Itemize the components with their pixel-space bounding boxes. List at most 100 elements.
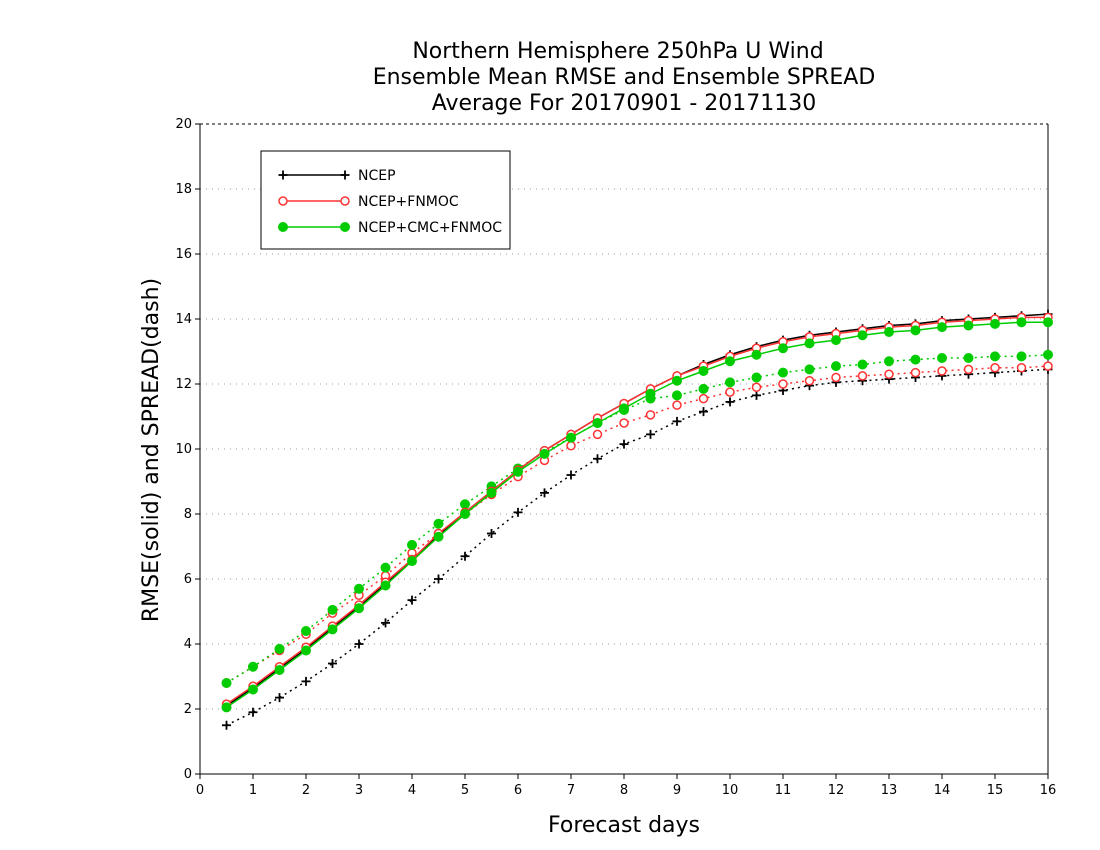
spread-point <box>354 583 364 594</box>
y-tick-label: 20 <box>175 117 192 132</box>
x-tick-label: 14 <box>934 783 951 798</box>
legend-box <box>260 150 511 250</box>
spread-point <box>804 376 815 386</box>
rmse-point <box>619 403 629 414</box>
legend-marker-end <box>340 196 350 206</box>
legend-marker-end <box>340 170 350 180</box>
spread-point <box>831 361 841 372</box>
rmse-point <box>460 509 470 519</box>
spread-point <box>937 353 947 363</box>
spread-point <box>434 574 443 584</box>
legend: NCEP NCEP+FNMOC NCEP+CMC+FNMOC <box>260 150 511 250</box>
rmse-point <box>354 603 364 614</box>
rmse-point <box>592 418 603 428</box>
spread-point <box>407 595 417 605</box>
spread-point <box>884 369 894 379</box>
x-tick-label: 15 <box>987 783 1004 798</box>
spread-line-ncep-cmc-fnmoc <box>226 354 1049 684</box>
legend-marker-start <box>278 222 288 232</box>
x-tick-label: 6 <box>514 783 522 798</box>
chart-title-line-1: Northern Hemisphere 250hPa U Wind <box>412 39 823 64</box>
spread-point <box>275 693 284 703</box>
spread-point <box>566 470 576 480</box>
rmse-point <box>751 349 762 360</box>
spread-point <box>1016 351 1027 362</box>
rmse-point <box>725 356 735 367</box>
spread-point <box>778 379 788 389</box>
legend-entry-ncep-fnmoc: NCEP+FNMOC <box>278 194 459 210</box>
rmse-point <box>672 375 682 386</box>
spread-point <box>619 439 629 449</box>
series-rmse-ncep <box>222 309 1053 711</box>
rmse-point <box>301 645 311 656</box>
x-tick-label: 0 <box>196 783 204 798</box>
rmse-point <box>645 388 656 399</box>
y-tick-label: 8 <box>184 507 192 522</box>
spread-point <box>698 383 709 394</box>
y-tick-label: 12 <box>175 377 192 392</box>
rmse-point <box>486 487 497 498</box>
spread-point <box>857 371 868 381</box>
rmse-point <box>857 330 868 341</box>
spread-point <box>725 377 735 388</box>
spread-point <box>752 390 761 400</box>
series-rmse-ncep-fnmoc <box>221 312 1053 709</box>
rmse-point <box>539 448 550 459</box>
spread-point <box>593 454 602 464</box>
x-tick-label: 9 <box>673 783 681 798</box>
series-rmse-ncep-cmc-fnmoc <box>221 317 1053 713</box>
spread-point <box>221 678 232 688</box>
spread-point <box>540 488 549 498</box>
y-tick-label: 18 <box>175 182 192 197</box>
legend-marker-start <box>278 170 288 180</box>
rmse-line-ncep-fnmoc <box>226 316 1048 705</box>
spread-point <box>327 604 338 615</box>
rmse-point <box>566 432 576 443</box>
spread-point <box>990 363 1000 373</box>
spread-point <box>301 626 311 636</box>
axes <box>195 123 1049 779</box>
plot-series <box>221 309 1053 730</box>
spread-point <box>1043 349 1053 360</box>
spread-point <box>248 707 258 717</box>
spread-point <box>937 366 947 376</box>
rmse-point <box>380 580 391 591</box>
y-tick-label: 16 <box>175 247 192 262</box>
x-tick-label: 7 <box>567 783 575 798</box>
spread-point <box>990 351 1000 362</box>
rmse-point <box>248 684 258 695</box>
x-tick-label: 13 <box>881 783 898 798</box>
series-ncep <box>222 364 1053 730</box>
spread-point <box>778 367 788 378</box>
spread-point <box>884 356 894 367</box>
spread-point <box>1043 361 1053 371</box>
spread-point <box>301 676 311 686</box>
spread-line-ncep <box>226 368 1049 726</box>
rmse-point <box>831 335 841 346</box>
y-tick-label: 0 <box>184 767 192 782</box>
rmse-point <box>698 366 709 376</box>
rmse-point <box>963 320 974 331</box>
x-tick-label: 3 <box>355 783 363 798</box>
spread-point <box>963 364 974 375</box>
spread-point <box>222 720 231 730</box>
legend-marker-start <box>278 196 288 206</box>
spread-point <box>646 429 655 439</box>
spread-point <box>672 416 682 426</box>
spread-point <box>672 400 682 410</box>
legend-entry-ncep: NCEP <box>278 168 396 184</box>
spread-point <box>804 364 815 375</box>
spread-point <box>725 387 735 397</box>
chart-title-line-3: Average For 20170901 - 20171130 <box>432 91 817 116</box>
x-tick-label: 5 <box>461 783 469 798</box>
x-tick-label: 1 <box>249 783 257 798</box>
x-axis-label: Forecast days <box>548 813 700 838</box>
spread-point <box>672 390 682 401</box>
spread-point <box>725 397 735 407</box>
legend-entry-ncep-cmc-fnmoc: NCEP+CMC+FNMOC <box>278 220 502 236</box>
rmse-point <box>327 624 338 635</box>
spread-point <box>487 529 496 538</box>
spread-point <box>698 393 709 404</box>
